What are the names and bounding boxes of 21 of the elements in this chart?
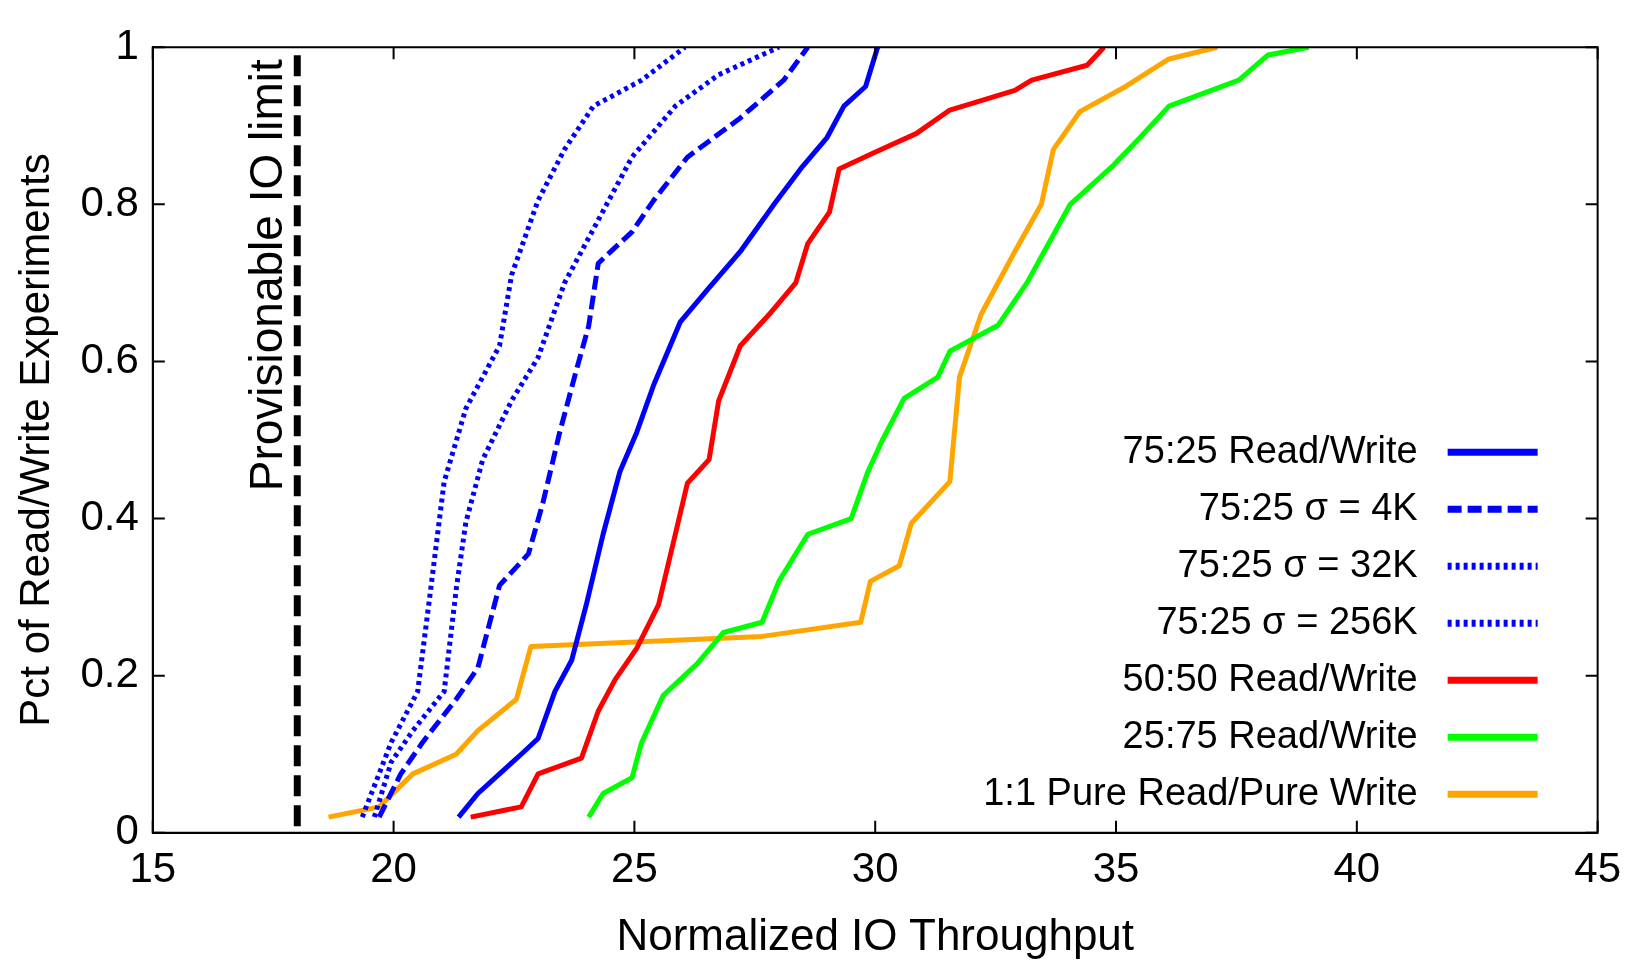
- y-axis-title: Pct of Read/Write Experiments: [10, 153, 58, 727]
- legend-label: 75:25 Read/Write: [1122, 428, 1418, 471]
- y-tick-label: 0.4: [80, 492, 139, 540]
- y-tick-label: 0.6: [80, 335, 139, 383]
- legend-label: 75:25 σ = 256K: [1156, 599, 1418, 642]
- x-tick-label: 30: [851, 843, 899, 891]
- x-tick-label: 25: [611, 843, 658, 891]
- legend-label: 50:50 Read/Write: [1122, 656, 1418, 699]
- x-tick-label: 45: [1574, 843, 1621, 891]
- legend-label: 1:1 Pure Read/Pure Write: [983, 770, 1418, 813]
- y-tick-label: 1: [115, 20, 139, 68]
- legend-label: 75:25 σ = 4K: [1198, 485, 1418, 528]
- legend-label: 75:25 σ = 32K: [1177, 542, 1418, 585]
- y-tick-label: 0.2: [80, 649, 139, 697]
- x-tick-label: 35: [1092, 843, 1140, 891]
- x-tick-label: 20: [370, 843, 417, 891]
- x-axis-title: Normalized IO Throughput: [616, 909, 1135, 959]
- x-tick-label: 40: [1333, 843, 1381, 891]
- legend-label: 25:75 Read/Write: [1122, 713, 1418, 756]
- y-tick-label: 0.8: [80, 177, 139, 225]
- ref-line-label: Provisionable IO limit: [239, 58, 292, 492]
